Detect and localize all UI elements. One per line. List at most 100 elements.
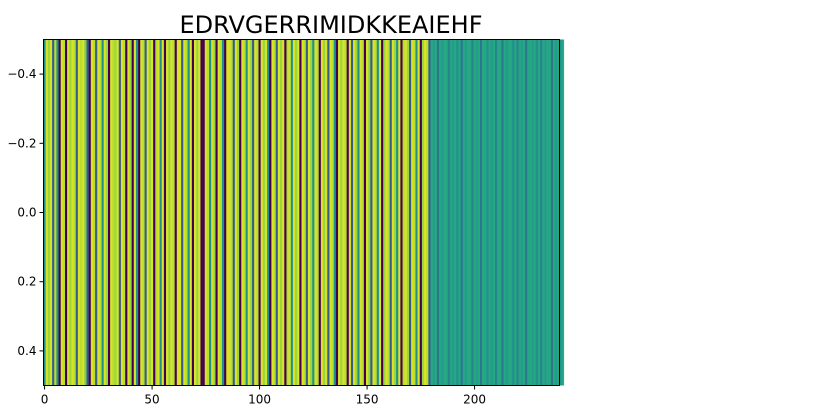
heatmap-cell (252, 39, 255, 386)
heatmap-cell (56, 39, 59, 386)
x-axis: 0 50 100 150 200 (41, 385, 486, 407)
y-tick-label: 0.0 (17, 206, 36, 220)
heatmap-cell (282, 39, 285, 386)
heatmap-cell (522, 39, 526, 386)
heatmap-cell (533, 39, 537, 386)
heatmap-cell (196, 39, 199, 386)
heatmap-cell (88, 39, 92, 386)
heatmap-cell (178, 39, 182, 386)
heatmap-cell (159, 39, 163, 386)
heatmap-cell (140, 39, 143, 386)
heatmap-cell (125, 39, 128, 386)
heatmap-cell (183, 39, 186, 386)
heatmap-cell (204, 39, 208, 386)
heatmap-cell (49, 39, 53, 386)
x-tick-label: 200 (463, 393, 486, 407)
heatmap-cell (363, 39, 367, 386)
heatmap-cell (77, 39, 81, 386)
heatmap-cell (262, 39, 266, 386)
heatmap-cell (490, 39, 494, 386)
heatmap-cell (58, 39, 61, 386)
heatmap-cell (514, 39, 517, 386)
heatmap-cell (473, 39, 476, 386)
heatmap-cell (176, 39, 180, 386)
heatmap-cell (189, 39, 193, 386)
heatmap-cell (361, 39, 365, 386)
heatmap-cell (484, 39, 487, 386)
heatmap-cell (368, 39, 371, 386)
heatmap-cell (86, 39, 89, 386)
heatmap-cell (181, 39, 184, 386)
heatmap-cell (101, 39, 104, 386)
heatmap-cell (387, 39, 390, 386)
heatmap-cell (198, 39, 201, 386)
heatmap-cell (447, 39, 451, 386)
heatmap-cell (452, 39, 455, 386)
heatmap-cell (312, 39, 315, 386)
y-axis: −0.4 −0.2 0.0 0.2 0.4 (7, 67, 44, 358)
heatmap-cell (546, 39, 550, 386)
heatmap-cell (307, 39, 311, 386)
heatmap-cell (385, 39, 388, 386)
heatmap-cell (316, 39, 319, 386)
heatmap-cell (391, 39, 395, 386)
heatmap-cell (456, 39, 459, 386)
heatmap-cell (275, 39, 279, 386)
x-tick-label: 100 (248, 393, 271, 407)
heatmap-cell (92, 39, 96, 386)
heatmap-cell (166, 39, 169, 386)
heatmap-cell (148, 39, 152, 386)
heatmap-cell (69, 39, 72, 386)
heatmap-cell (421, 39, 425, 386)
heatmap-cell (467, 39, 470, 386)
heatmap-cell (202, 39, 206, 386)
heatmap-cell (454, 39, 457, 386)
heatmap-cell (112, 39, 115, 386)
heatmap-cell (97, 39, 100, 386)
heatmap-cell (267, 39, 270, 386)
heatmap-cell (344, 39, 347, 386)
heatmap-cell (393, 39, 397, 386)
heatmap-cell (318, 39, 322, 386)
heatmap-cell (95, 39, 98, 386)
heatmap-cell (292, 39, 296, 386)
heatmap-cell (400, 39, 403, 386)
heatmap-cell (342, 39, 345, 386)
heatmap-cell (338, 39, 341, 386)
heatmap-cell (67, 39, 70, 386)
heatmap-cell (239, 39, 242, 386)
heatmap-cell (355, 39, 358, 386)
heatmap-cell (256, 39, 259, 386)
heatmap-cell (460, 39, 464, 386)
heatmap-cell (219, 39, 223, 386)
heatmap-cell (325, 39, 328, 386)
heatmap-cell (432, 39, 436, 386)
heatmap-cell (529, 39, 532, 386)
heatmap-cell (82, 39, 85, 386)
heatmap-cell (436, 39, 440, 386)
heatmap-cell (185, 39, 188, 386)
heatmap-cell (439, 39, 442, 386)
heatmap-cell (419, 39, 423, 386)
heatmap-cell (413, 39, 416, 386)
heatmap-cell (320, 39, 324, 386)
heatmap-cell (234, 39, 238, 386)
heatmap-cell (505, 39, 509, 386)
heatmap-cell (389, 39, 393, 386)
heatmap-cell (213, 39, 216, 386)
heatmap-cell (153, 39, 156, 386)
heatmap-cell (430, 39, 433, 386)
heatmap-cell (187, 39, 190, 386)
heatmap-cell (110, 39, 113, 386)
heatmap-cell (357, 39, 360, 386)
heatmap-cell (90, 39, 94, 386)
heatmap-cell (191, 39, 195, 386)
heatmap-cell (378, 39, 382, 386)
heatmap-cell (462, 39, 466, 386)
heatmap-cell (52, 39, 55, 386)
heatmap-cell (538, 39, 541, 386)
heatmap-cell (127, 39, 130, 386)
heatmap-cell (329, 39, 332, 386)
heatmap-cell (417, 39, 421, 386)
heatmap-cell (396, 39, 399, 386)
